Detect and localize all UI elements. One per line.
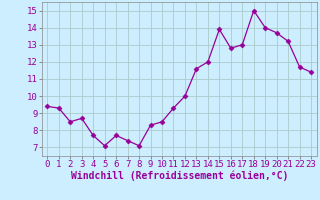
X-axis label: Windchill (Refroidissement éolien,°C): Windchill (Refroidissement éolien,°C) [70, 171, 288, 181]
